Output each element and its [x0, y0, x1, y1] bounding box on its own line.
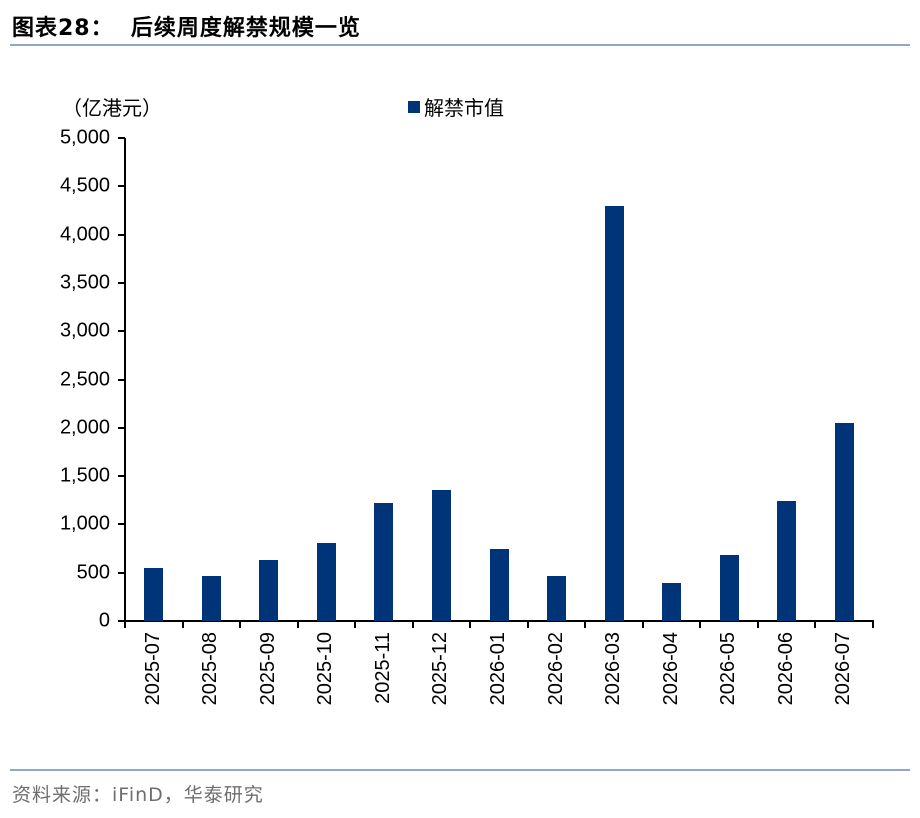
legend-label: 解禁市值 — [424, 96, 504, 120]
x-tick-label: 2026-02 — [544, 632, 567, 706]
bar-2025-07 — [144, 568, 164, 621]
x-tick — [181, 620, 184, 628]
x-tick-label: 2026-04 — [659, 632, 682, 706]
title-divider — [10, 44, 910, 46]
y-tick-label: 4,000 — [59, 223, 110, 246]
y-axis-unit-label: （亿港元） — [62, 96, 162, 120]
x-tick — [526, 620, 529, 628]
x-tick — [411, 620, 414, 628]
x-tick — [469, 620, 472, 628]
bar-2026-05 — [719, 554, 739, 621]
x-tick-label: 2026-07 — [832, 632, 855, 706]
x-tick-label: 2026-05 — [717, 632, 740, 706]
x-tick — [814, 620, 817, 628]
y-tick — [118, 523, 125, 526]
y-tick — [118, 185, 125, 188]
y-axis — [124, 138, 126, 622]
legend: 解禁市值 — [408, 92, 504, 121]
legend-swatch-icon — [408, 100, 420, 113]
bar-2025-11 — [374, 502, 394, 621]
bar-2025-08 — [201, 575, 221, 621]
bar-2026-02 — [547, 576, 567, 621]
y-tick-label: 2,500 — [59, 368, 110, 390]
bar-2026-06 — [777, 501, 797, 621]
y-tick — [118, 330, 125, 333]
y-tick-label: 1,000 — [59, 512, 110, 535]
x-tick-label: 2025-11 — [371, 632, 394, 704]
y-tick — [118, 137, 125, 139]
x-tick-label: 2025-08 — [199, 632, 222, 706]
y-tick — [118, 281, 125, 284]
y-tick-label: 4,500 — [59, 174, 110, 197]
bar-2026-04 — [662, 582, 682, 621]
bar-2025-12 — [431, 489, 451, 621]
x-tick-label: 2026-01 — [487, 632, 509, 706]
x-tick — [756, 620, 759, 628]
x-tick-label: 2025-09 — [256, 632, 279, 706]
bar-2026-01 — [489, 548, 509, 621]
figure-title: 图表28： 后续周度解禁规模一览 — [12, 16, 361, 41]
x-tick — [124, 620, 126, 628]
x-tick — [699, 620, 702, 628]
x-axis — [124, 620, 874, 622]
x-tick-label: 2025-12 — [429, 632, 452, 706]
y-tick-label: 5,000 — [59, 126, 110, 149]
y-tick — [118, 426, 125, 429]
x-tick — [354, 620, 357, 628]
x-tick — [239, 620, 242, 628]
source-note: 资料来源：iFinD，华泰研究 — [12, 784, 264, 806]
x-tick — [584, 620, 587, 628]
footer-divider — [10, 769, 910, 771]
y-tick — [118, 571, 125, 574]
y-tick-label: 1,500 — [59, 464, 110, 487]
x-tick — [296, 620, 299, 628]
y-tick-label: 0 — [98, 609, 110, 632]
y-tick-label: 3,000 — [59, 319, 110, 342]
y-tick-label: 2,000 — [59, 416, 110, 439]
y-tick — [118, 378, 125, 381]
bar-2026-07 — [834, 422, 854, 621]
y-tick — [118, 475, 125, 478]
x-tick — [872, 620, 874, 628]
x-tick-label: 2025-07 — [141, 632, 164, 706]
bar-2025-09 — [259, 559, 279, 621]
x-tick-label: 2026-03 — [602, 632, 625, 706]
x-tick — [641, 620, 644, 628]
bar-2025-10 — [316, 542, 336, 621]
y-tick — [118, 233, 125, 236]
y-tick-label: 500 — [76, 561, 110, 584]
bar-2026-03 — [604, 205, 624, 621]
x-tick-label: 2025-10 — [314, 632, 337, 706]
bar-chart: 0 500 1,000 1,500 2,000 2,500 3,000 3,500 4,000 4… — [59, 126, 874, 706]
y-tick-label: 3,500 — [59, 271, 110, 294]
x-tick-label: 2026-06 — [774, 632, 797, 706]
y-tick — [118, 620, 125, 622]
